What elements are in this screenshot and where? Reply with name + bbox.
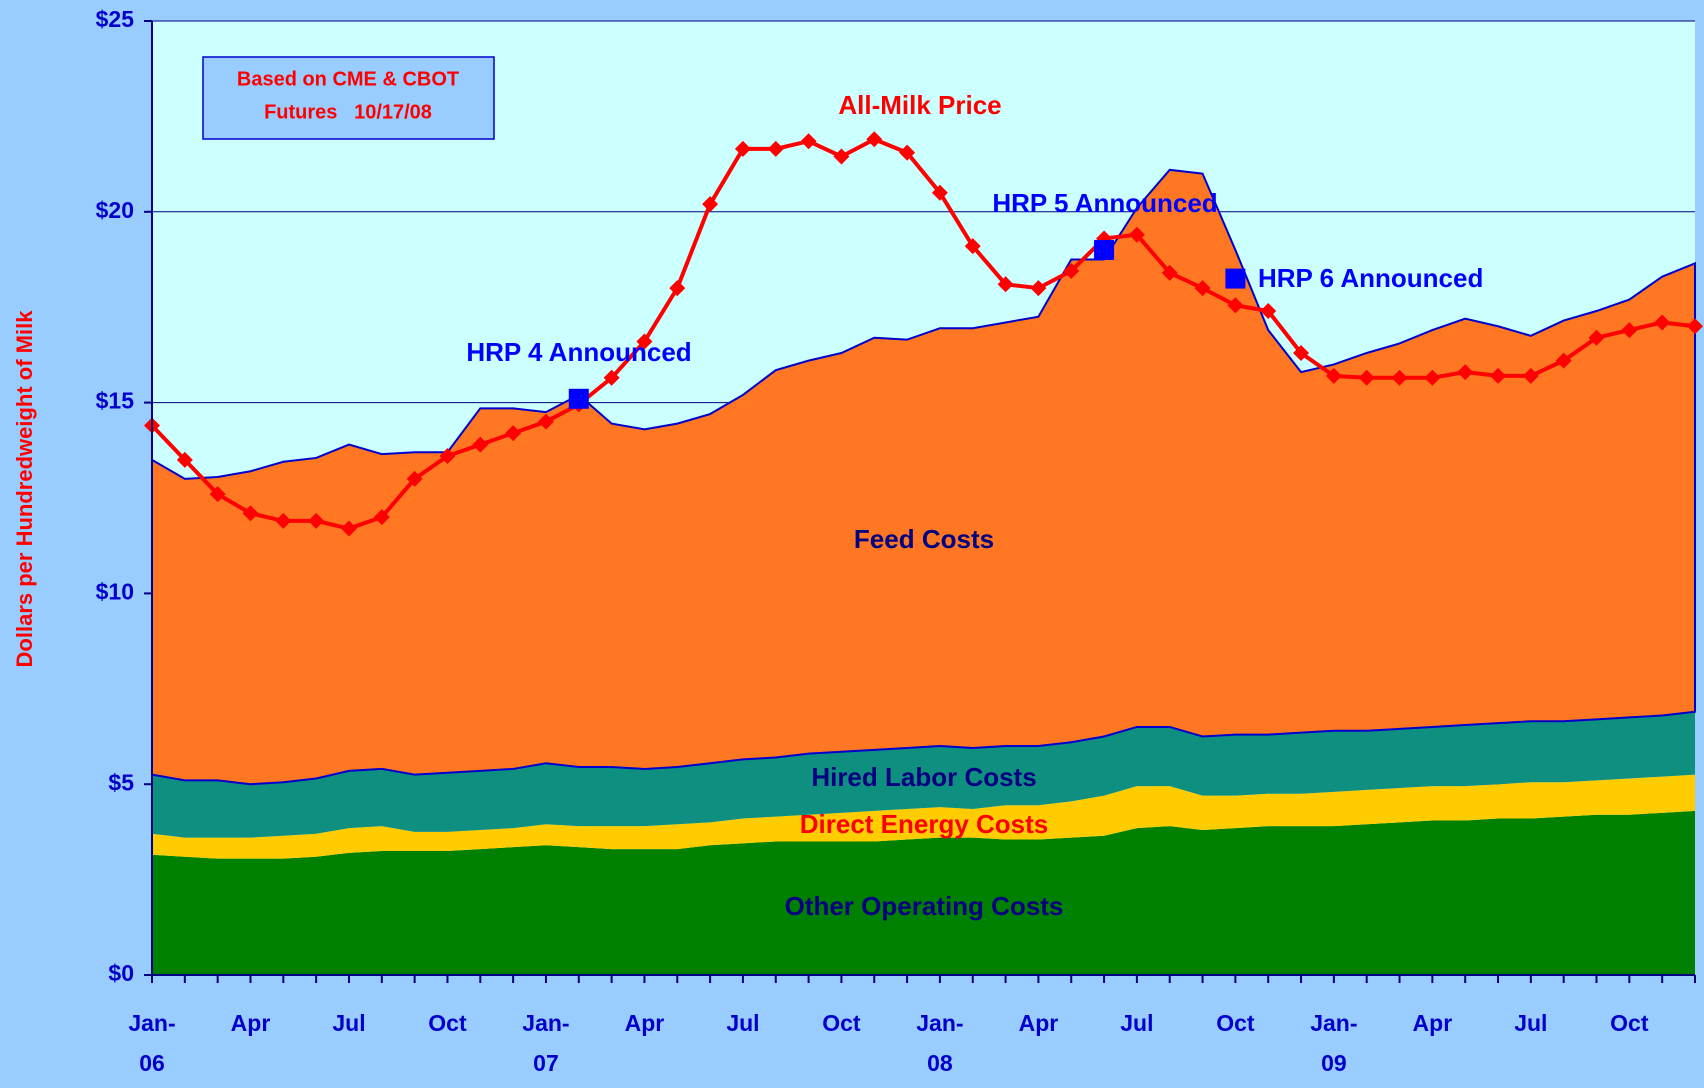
- y-tick-label: $5: [108, 769, 134, 795]
- price-marker: [1325, 367, 1342, 384]
- price-marker: [1687, 318, 1703, 335]
- price-marker: [209, 486, 226, 503]
- price-marker: [1457, 364, 1474, 381]
- area: [152, 810, 1695, 975]
- x-tick-label-line: 07: [533, 1050, 559, 1076]
- x-tick-label-line: Jan-: [1310, 1010, 1357, 1036]
- price-marker: [1424, 369, 1441, 386]
- x-tick-label-line: 09: [1321, 1050, 1347, 1076]
- y-tick-label: $15: [96, 388, 135, 414]
- x-tick-label-line: Jan-: [522, 1010, 569, 1036]
- x-tick-label: Apr: [625, 1010, 665, 1036]
- announcement-label: HRP 4 Announced: [466, 337, 691, 367]
- announcement-marker: [1225, 268, 1246, 289]
- price-marker: [1391, 369, 1408, 386]
- price-marker: [505, 425, 522, 442]
- price-marker: [1063, 262, 1080, 279]
- price-marker: [734, 140, 751, 157]
- x-tick-label: Jan- 08: [916, 1010, 963, 1076]
- price-marker: [537, 413, 554, 430]
- note-box: [202, 56, 495, 140]
- series-label: Direct Energy Costs: [800, 809, 1049, 839]
- price-marker: [406, 470, 423, 487]
- price-marker: [340, 520, 357, 537]
- price-marker: [1654, 314, 1671, 331]
- price-marker: [636, 333, 653, 350]
- price-marker: [308, 512, 325, 529]
- x-tick-label: Apr: [1413, 1010, 1453, 1036]
- price-marker: [964, 238, 981, 255]
- x-tick-label: Oct: [428, 1010, 467, 1036]
- price-marker: [242, 505, 259, 522]
- area: [152, 711, 1695, 838]
- note-text: Based on CME & CBOT: [237, 68, 459, 90]
- price-marker: [1621, 322, 1638, 339]
- price-marker: [1161, 264, 1178, 281]
- price-marker: [767, 140, 784, 157]
- price-marker: [1293, 344, 1310, 361]
- price-marker: [275, 512, 292, 529]
- x-tick-label: Jul: [332, 1010, 365, 1036]
- x-tick-label: Jul: [726, 1010, 759, 1036]
- price-marker: [931, 184, 948, 201]
- price-marker: [1194, 280, 1211, 297]
- price-marker: [1588, 329, 1605, 346]
- x-tick-label: Jan- 06: [128, 1010, 175, 1076]
- x-tick-label: Oct: [822, 1010, 861, 1036]
- x-tick-label: Oct: [1610, 1010, 1649, 1036]
- x-tick-label-line: 06: [139, 1050, 165, 1076]
- x-tick-label: Jan- 07: [522, 1010, 569, 1076]
- price-marker: [866, 131, 883, 148]
- price-marker: [702, 196, 719, 213]
- x-tick-label: Jul: [1120, 1010, 1153, 1036]
- price-marker: [899, 144, 916, 161]
- y-tick-label: $25: [96, 6, 135, 32]
- price-marker: [833, 148, 850, 165]
- price-marker: [669, 280, 686, 297]
- price-marker: [176, 451, 193, 468]
- x-tick-label: Oct: [1216, 1010, 1255, 1036]
- price-marker: [1358, 369, 1375, 386]
- price-marker: [439, 448, 456, 465]
- y-tick-label: $10: [96, 578, 134, 604]
- price-marker: [997, 276, 1014, 293]
- announcement-marker: [568, 388, 589, 409]
- area: [152, 774, 1695, 859]
- price-marker: [1555, 352, 1572, 369]
- x-tick-label: Jul: [1514, 1010, 1547, 1036]
- series-label: Feed Costs: [854, 524, 994, 554]
- y-tick-label: $20: [96, 197, 134, 223]
- series-label: Hired Labor Costs: [811, 762, 1036, 792]
- x-tick-label: Apr: [231, 1010, 271, 1036]
- price-marker: [1128, 226, 1145, 243]
- series-label: Other Operating Costs: [785, 891, 1064, 921]
- area: [151, 168, 1696, 786]
- line-label: All-Milk Price: [838, 90, 1001, 120]
- x-tick-label-line: 08: [927, 1050, 953, 1076]
- x-tick-label-line: Jan-: [916, 1010, 963, 1036]
- price-marker: [373, 509, 390, 526]
- x-tick-label: Jan- 09: [1310, 1010, 1357, 1076]
- price-marker: [603, 369, 620, 386]
- x-tick-label: Apr: [1019, 1010, 1059, 1036]
- x-tick-label-line: Jan-: [128, 1010, 175, 1036]
- announcement-label: HRP 6 Announced: [1258, 263, 1483, 293]
- price-marker: [472, 436, 489, 453]
- price-marker: [1227, 297, 1244, 314]
- price-marker: [1030, 280, 1047, 297]
- announcement-marker: [1094, 239, 1115, 260]
- y-axis-label: Dollars per Hundredweight of Milk: [12, 310, 37, 668]
- price-marker: [800, 133, 817, 150]
- y-tick-label: $0: [108, 960, 134, 986]
- price-marker: [1490, 367, 1507, 384]
- note-text: Futures 10/17/08: [264, 101, 432, 123]
- price-marker: [1260, 303, 1277, 320]
- announcement-label: HRP 5 Announced: [992, 188, 1217, 218]
- price-marker: [1522, 367, 1539, 384]
